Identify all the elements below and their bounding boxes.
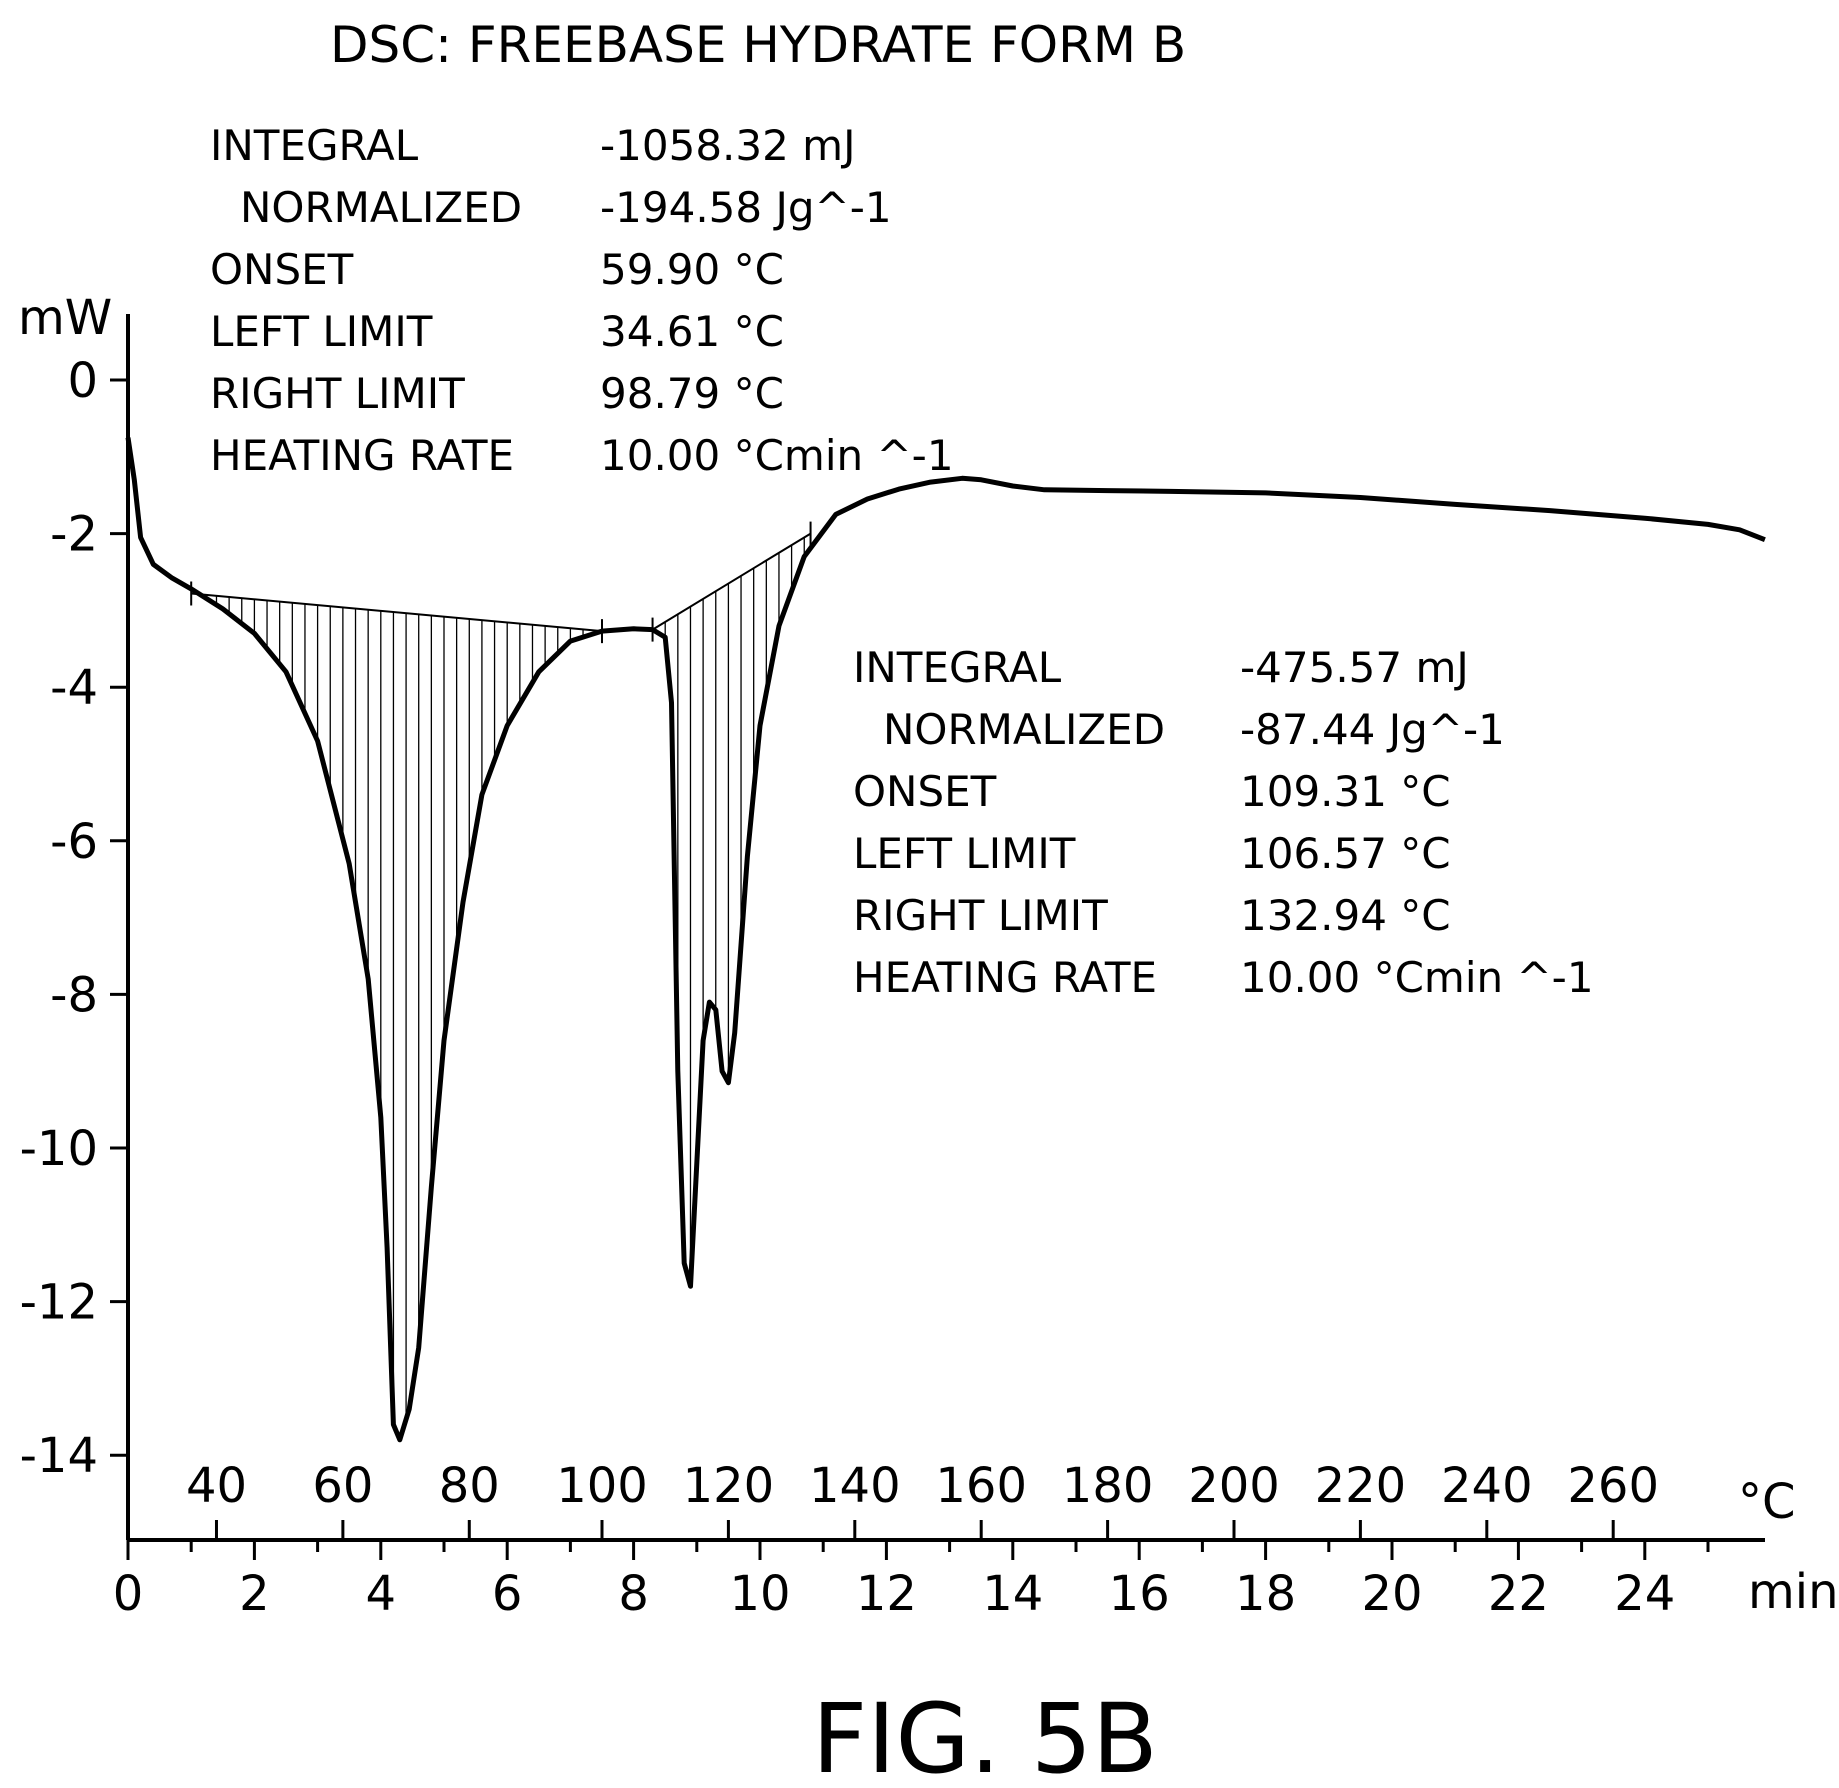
- temperature-tick-label: 220: [1315, 1458, 1407, 1514]
- peak-1-heating-rate-value: 10.00 °Cmin ^-1: [600, 431, 954, 480]
- peak-1-onset-value: 59.90 °C: [600, 245, 784, 294]
- temperature-tick-label: 100: [556, 1458, 648, 1514]
- x-tick-label: 18: [1235, 1566, 1296, 1622]
- x-tick-label: 8: [618, 1566, 649, 1622]
- peak-1-onset-label: ONSET: [210, 245, 354, 294]
- peak-2-left-limit-label: LEFT LIMIT: [853, 829, 1076, 878]
- y-tick-label: -10: [20, 1121, 98, 1177]
- y-tick-label: -2: [50, 507, 98, 563]
- peak-2-annotation: INTEGRAL -475.57 mJ NORMALIZED -87.44 Jg…: [853, 643, 1594, 1002]
- x-tick-label: 4: [366, 1566, 397, 1622]
- y-tick-label: -14: [20, 1428, 98, 1484]
- temperature-tick-label: 40: [186, 1458, 247, 1514]
- x-tick-label: 0: [113, 1566, 144, 1622]
- peak-2-integral-label: INTEGRAL: [853, 643, 1062, 692]
- peak-2-normalized-value: -87.44 Jg^-1: [1240, 705, 1505, 754]
- x-tick-label: 2: [239, 1566, 270, 1622]
- x-tick-label: 20: [1361, 1566, 1422, 1622]
- figure-label: FIG. 5B: [812, 1683, 1158, 1788]
- temperature-tick-label: 120: [683, 1458, 775, 1514]
- peak-2-onset-value: 109.31 °C: [1240, 767, 1451, 816]
- y-tick-label: -12: [20, 1275, 98, 1331]
- peak-2-normalized-label: NORMALIZED: [883, 705, 1165, 754]
- peak-1-integral-value: -1058.32 mJ: [600, 121, 856, 170]
- peak-2-left-limit-value: 106.57 °C: [1240, 829, 1451, 878]
- peak-1-normalized-label: NORMALIZED: [240, 183, 522, 232]
- temperature-tick-label: 140: [809, 1458, 901, 1514]
- peak-baselines: [190, 521, 812, 644]
- peak-1-left-limit-label: LEFT LIMIT: [210, 307, 433, 356]
- x-tick-label: 24: [1614, 1566, 1675, 1622]
- temperature-axis-ticks: 40 60 80 100 120 140 160 180 200 220 240 260: [186, 1458, 1659, 1540]
- x-tick-label: 14: [982, 1566, 1043, 1622]
- peak-2-right-limit-value: 132.94 °C: [1240, 891, 1451, 940]
- peak-2-right-limit-label: RIGHT LIMIT: [853, 891, 1108, 940]
- x-tick-label: 16: [1109, 1566, 1170, 1622]
- peak-2-baseline: [652, 532, 812, 631]
- peak-1-left-limit-value: 34.61 °C: [600, 307, 784, 356]
- y-tick-label: 0: [67, 353, 98, 409]
- chart-title: DSC: FREEBASE HYDRATE FORM B: [330, 16, 1186, 74]
- peak-1-right-limit-value: 98.79 °C: [600, 369, 784, 418]
- temperature-tick-label: 160: [935, 1458, 1027, 1514]
- temperature-tick-label: 80: [439, 1458, 500, 1514]
- x-tick-label: 22: [1488, 1566, 1549, 1622]
- peak-2-onset-label: ONSET: [853, 767, 997, 816]
- temperature-tick-label: 260: [1567, 1458, 1659, 1514]
- x-axis-unit-label: min: [1748, 1564, 1839, 1620]
- y-tick-label: -4: [50, 660, 98, 716]
- temperature-tick-label: 240: [1441, 1458, 1533, 1514]
- peak-2-heating-rate-label: HEATING RATE: [853, 953, 1157, 1002]
- peak-2-integral-value: -475.57 mJ: [1240, 643, 1469, 692]
- peak-1-normalized-value: -194.58 Jg^-1: [600, 183, 892, 232]
- peak-integration-hatching: [203, 537, 805, 1425]
- x-tick-label: 12: [856, 1566, 917, 1622]
- x-tick-label: 6: [492, 1566, 523, 1622]
- peak-1-right-limit-label: RIGHT LIMIT: [210, 369, 465, 418]
- dsc-curve: [125, 437, 1766, 1443]
- x-axis-ticks: 0 2 4 6 8 10 12 14 16 18 20 22 24: [113, 1540, 1710, 1622]
- temperature-tick-label: 180: [1062, 1458, 1154, 1514]
- y-tick-label: -6: [50, 814, 98, 870]
- y-axis-unit-label: mW: [18, 290, 112, 346]
- peak-2-heating-rate-value: 10.00 °Cmin ^-1: [1240, 953, 1594, 1002]
- peak-1-integral-label: INTEGRAL: [210, 121, 419, 170]
- temperature-unit-label: °C: [1738, 1474, 1796, 1530]
- peak-1-heating-rate-label: HEATING RATE: [210, 431, 514, 480]
- temperature-tick-label: 60: [312, 1458, 373, 1514]
- peak-1-annotation: INTEGRAL -1058.32 mJ NORMALIZED -194.58 …: [210, 121, 954, 480]
- y-axis-ticks: 0 -2 -4 -6 -8 -10 -12 -14: [20, 353, 128, 1484]
- x-tick-label: 10: [729, 1566, 790, 1622]
- y-tick-label: -8: [50, 967, 98, 1023]
- peak-1-baseline: [191, 592, 603, 633]
- temperature-tick-label: 200: [1188, 1458, 1280, 1514]
